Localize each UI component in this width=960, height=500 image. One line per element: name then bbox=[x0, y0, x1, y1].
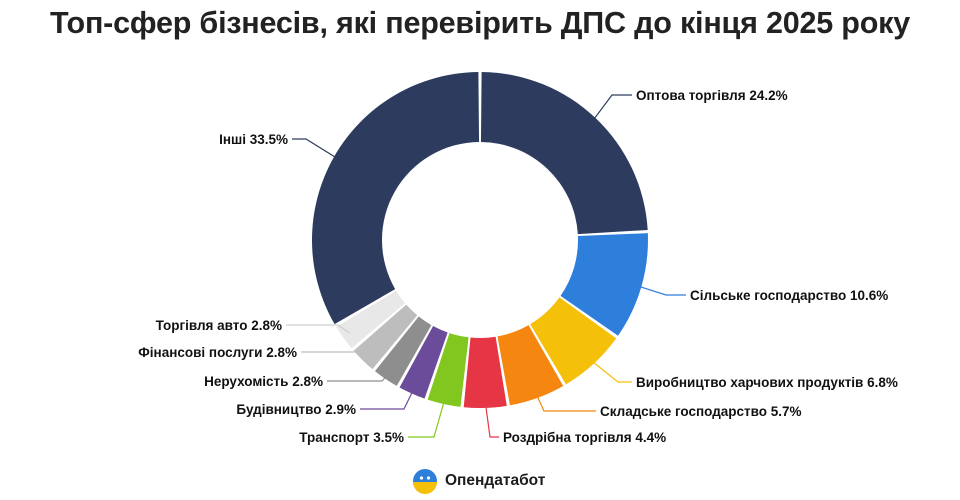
brand: Опендатабот bbox=[412, 466, 545, 496]
donut-slice bbox=[560, 233, 648, 336]
leader-line bbox=[484, 399, 499, 438]
donut-slice bbox=[463, 336, 507, 408]
opendatabot-logo-icon bbox=[413, 469, 437, 494]
data-label: Інші 33.5% bbox=[219, 132, 288, 147]
data-label: Фінансові послуги 2.8% bbox=[138, 345, 297, 360]
leader-line bbox=[633, 284, 686, 296]
leader-line bbox=[301, 351, 369, 356]
data-label: Виробництво харчових продуктів 6.8% bbox=[636, 375, 898, 390]
chart-title: Топ-сфер бізнесів, які перевірить ДПС до… bbox=[50, 6, 910, 40]
data-label: Торгівля авто 2.8% bbox=[156, 318, 282, 333]
leader-line bbox=[286, 324, 351, 334]
donut-slice bbox=[374, 316, 432, 386]
donut-slice bbox=[497, 325, 564, 406]
donut-slice bbox=[480, 72, 648, 235]
data-label: Роздрібна торгівля 4.4% bbox=[503, 430, 666, 445]
leader-line bbox=[587, 357, 632, 383]
data-label: Оптова торгівля 24.2% bbox=[636, 88, 788, 103]
donut-slices bbox=[311, 72, 648, 408]
data-label: Складське господарство 5.7% bbox=[600, 404, 802, 419]
donut-slice bbox=[311, 72, 480, 325]
data-label: Транспорт 3.5% bbox=[299, 430, 404, 445]
donut-slice bbox=[399, 326, 448, 399]
donut-slice bbox=[336, 290, 406, 349]
data-label: Сільське господарство 10.6% bbox=[690, 288, 888, 303]
leader-line bbox=[408, 396, 447, 438]
leader-line bbox=[589, 94, 632, 125]
donut-slice bbox=[427, 333, 469, 407]
brand-name: Опендатабот bbox=[445, 472, 546, 489]
label-leader-lines bbox=[286, 94, 686, 438]
leader-line bbox=[292, 138, 342, 162]
donut-slice bbox=[353, 304, 418, 370]
leader-line bbox=[327, 371, 391, 382]
leader-line bbox=[534, 390, 596, 412]
data-labels: Оптова торгівля 24.2% Сільське господарст… bbox=[138, 88, 898, 445]
data-label: Будівництво 2.9% bbox=[236, 402, 356, 417]
data-label: Нерухомість 2.8% bbox=[204, 374, 323, 389]
leader-line bbox=[360, 385, 416, 410]
